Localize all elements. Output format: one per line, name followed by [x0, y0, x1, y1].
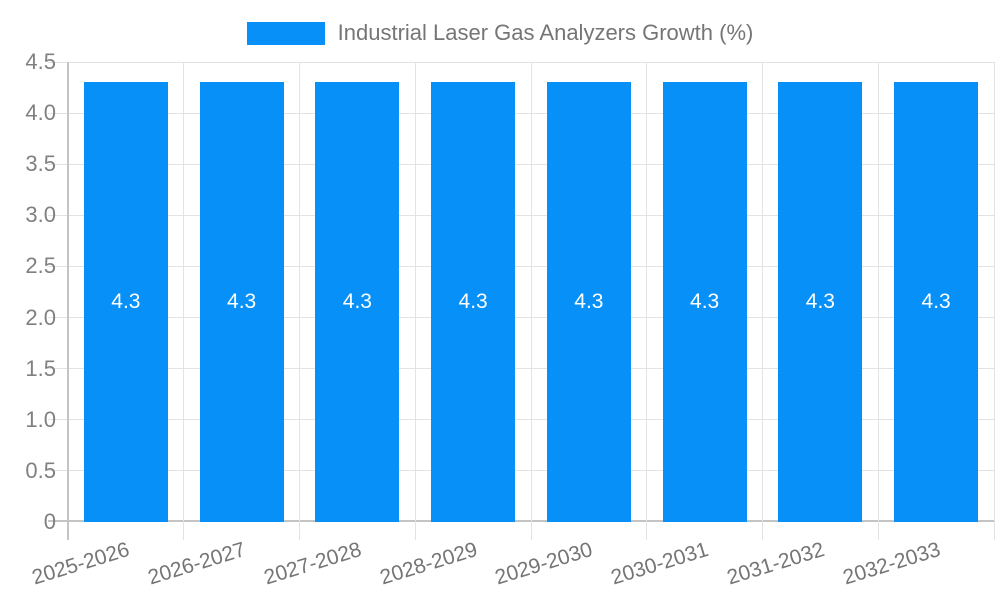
bar: 4.3 — [83, 82, 168, 522]
x-tick-label: 2029-2030 — [492, 538, 596, 590]
chart-legend: Industrial Laser Gas Analyzers Growth (%… — [0, 20, 1000, 46]
v-gridline — [762, 62, 763, 540]
h-gridline — [48, 112, 994, 114]
x-axis-line — [48, 520, 994, 522]
legend-label: Industrial Laser Gas Analyzers Growth (%… — [337, 20, 754, 45]
h-gridline — [48, 368, 994, 370]
h-gridline — [48, 317, 994, 319]
x-tick-label: 2030-2031 — [608, 538, 712, 590]
bar: 4.3 — [431, 82, 516, 522]
bar: 4.3 — [894, 82, 979, 522]
legend-swatch — [246, 21, 325, 45]
x-tick-label: 2025-2026 — [29, 538, 133, 590]
bar: 4.3 — [199, 82, 284, 522]
bar-value-label: 4.3 — [690, 290, 720, 314]
v-gridline — [183, 62, 185, 540]
bar-value-label: 4.3 — [458, 290, 488, 314]
y-tick-label: 1.5 — [25, 355, 56, 381]
h-gridline — [48, 214, 994, 216]
y-tick-label: 1.0 — [25, 406, 56, 432]
h-gridline — [48, 265, 994, 267]
x-tick-label: 2026-2027 — [145, 538, 249, 590]
plot-area: 0 0.5 1.0 1.5 2.0 2.5 3.0 3.5 4.0 4.5 4.3 2025-2026… — [25, 50, 995, 589]
y-tick-label: 0 — [43, 509, 56, 534]
bar: 4.3 — [778, 82, 863, 522]
bar-value-label: 4.3 — [805, 290, 835, 314]
bar: 4.3 — [546, 82, 631, 522]
bar-value-label: 4.3 — [921, 290, 951, 314]
bar-value-label: 4.3 — [342, 290, 372, 314]
y-tick-label: 0.5 — [25, 457, 56, 483]
bar-value-label: 4.3 — [574, 290, 604, 314]
x-tick-label: 2032-2033 — [840, 538, 943, 590]
h-gridline — [48, 419, 994, 421]
x-tick-label: 2028-2029 — [377, 538, 480, 590]
bar-value-label: 4.3 — [227, 290, 257, 314]
v-gridline — [299, 62, 300, 540]
y-tick-label: 2.0 — [25, 304, 56, 330]
v-gridline — [877, 62, 879, 540]
v-gridline — [414, 62, 416, 540]
v-gridline — [530, 62, 532, 540]
v-gridline — [646, 62, 648, 540]
y-tick-label: 3.0 — [25, 202, 56, 228]
bar: 4.3 — [315, 82, 400, 522]
v-gridline — [993, 62, 995, 540]
y-tick-label: 3.5 — [25, 151, 56, 177]
bar-value-label: 4.3 — [111, 290, 141, 314]
y-tick-label: 4.5 — [25, 49, 56, 74]
bar: 4.3 — [662, 82, 747, 522]
y-tick-label: 2.5 — [25, 253, 56, 279]
h-gridline — [48, 470, 994, 472]
h-gridline — [48, 61, 994, 63]
h-gridline — [48, 163, 994, 165]
x-tick-label: 2031-2032 — [724, 538, 828, 590]
y-axis-line — [67, 62, 69, 540]
x-tick-label: 2027-2028 — [261, 538, 365, 590]
y-tick-label: 4.0 — [25, 100, 56, 126]
